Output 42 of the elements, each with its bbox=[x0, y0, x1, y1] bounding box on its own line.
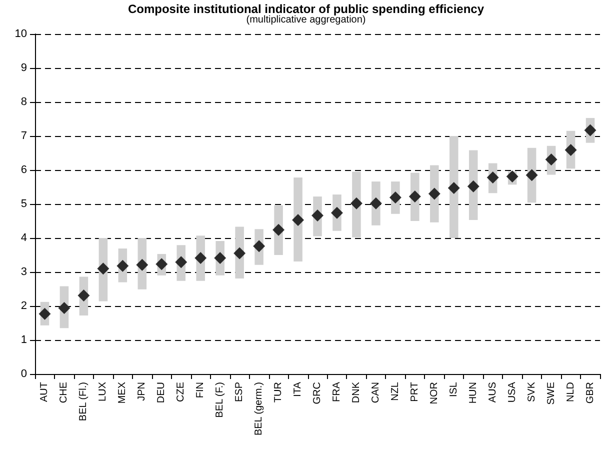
x-tick-label: NOR bbox=[428, 382, 440, 404]
y-tick-label: 4 bbox=[20, 232, 27, 244]
x-tick-label: CHE bbox=[58, 382, 70, 404]
y-tick-label: 1 bbox=[20, 334, 27, 346]
x-tick-label: AUT bbox=[39, 382, 50, 402]
x-tick-label: AUS bbox=[487, 382, 498, 403]
x-tick-label: PRT bbox=[409, 382, 420, 402]
chart-title: Composite institutional indicator of public spending efficiency bbox=[128, 2, 484, 16]
x-tick-label: LUX bbox=[98, 382, 109, 402]
x-tick-label: NZL bbox=[390, 382, 401, 401]
x-tick-label: ITA bbox=[292, 382, 304, 397]
x-tick-label: SVK bbox=[526, 382, 538, 402]
x-tick-label: FRA bbox=[331, 382, 342, 402]
x-tick-label: FIN bbox=[195, 382, 206, 398]
x-tick-label: SWE bbox=[546, 382, 557, 405]
y-tick-label: 10 bbox=[14, 28, 27, 40]
x-tick-label: ESP bbox=[234, 382, 246, 402]
x-tick-label: DNK bbox=[350, 382, 362, 404]
chart-subtitle: (multiplicative aggregation) bbox=[246, 14, 366, 26]
y-tick-label: 5 bbox=[20, 198, 27, 210]
x-tick-label: GBR bbox=[584, 382, 596, 404]
x-tick-label: HUN bbox=[468, 382, 479, 404]
x-tick-label: USA bbox=[506, 382, 518, 403]
y-tick-label: 7 bbox=[20, 130, 27, 142]
x-tick-label: BEL (Fl.) bbox=[78, 382, 90, 422]
x-tick-label: JPN bbox=[136, 382, 148, 401]
x-tick-label: CAN bbox=[370, 382, 382, 404]
x-tick-label: ISL bbox=[448, 382, 460, 398]
x-tick-label: BEL (germ.) bbox=[254, 382, 265, 436]
x-tick-label: CZE bbox=[176, 382, 187, 402]
x-tick-label: NLD bbox=[565, 382, 576, 402]
y-tick-label: 9 bbox=[20, 62, 27, 74]
y-tick-label: 0 bbox=[20, 368, 27, 380]
y-tick-label: 6 bbox=[20, 164, 27, 176]
x-tick-label: DEU bbox=[156, 382, 168, 404]
y-tick-label: 8 bbox=[20, 96, 27, 108]
x-tick-label: MEX bbox=[117, 382, 128, 404]
y-tick-label: 2 bbox=[20, 300, 27, 312]
x-tick-label: TUR bbox=[273, 382, 284, 403]
y-tick-label: 3 bbox=[20, 266, 27, 278]
x-tick-label: BEL (F.) bbox=[214, 382, 226, 418]
x-tick-label: GRC bbox=[312, 382, 323, 404]
